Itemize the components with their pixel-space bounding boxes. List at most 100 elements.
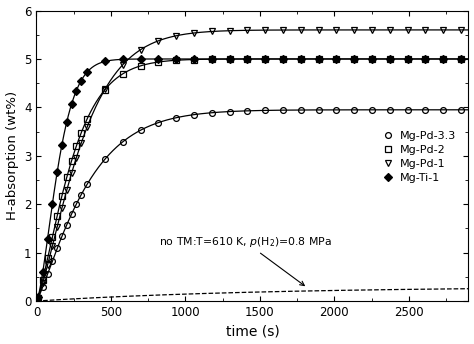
- Mg-Pd-2: [351, 57, 357, 61]
- Mg-Pd-2: [262, 57, 268, 61]
- Line: Mg-Ti-1: Mg-Ti-1: [35, 56, 464, 300]
- Mg-Pd-2: [78, 131, 84, 135]
- Mg-Pd-3.3: [316, 108, 321, 112]
- Mg-Pd-3.3: [69, 212, 74, 216]
- Mg-Pd-3.3: [59, 234, 65, 238]
- Mg-Pd-2: [120, 72, 126, 76]
- Mg-Pd-3.3: [298, 108, 304, 112]
- Mg-Pd-1: [298, 28, 304, 32]
- Mg-Pd-3.3: [262, 108, 268, 112]
- Mg-Pd-2: [209, 57, 215, 61]
- Mg-Pd-3.3: [245, 109, 250, 113]
- Mg-Pd-2: [298, 57, 304, 61]
- Mg-Pd-3.3: [137, 128, 143, 132]
- Mg-Ti-1: [422, 57, 428, 61]
- Mg-Pd-2: [55, 214, 60, 218]
- Mg-Pd-2: [422, 57, 428, 61]
- Line: Mg-Pd-3.3: Mg-Pd-3.3: [35, 107, 464, 301]
- Mg-Pd-1: [40, 281, 46, 285]
- Mg-Pd-1: [405, 28, 410, 32]
- Mg-Pd-3.3: [191, 112, 197, 117]
- Mg-Pd-1: [369, 28, 375, 32]
- Mg-Pd-3.3: [40, 285, 46, 289]
- Mg-Pd-3.3: [78, 193, 84, 197]
- Mg-Pd-3.3: [155, 120, 161, 125]
- Mg-Pd-1: [387, 28, 392, 32]
- Mg-Pd-1: [227, 29, 232, 33]
- Mg-Pd-2: [49, 235, 55, 239]
- Mg-Pd-1: [64, 188, 70, 192]
- Mg-Pd-1: [173, 34, 179, 38]
- Mg-Pd-3.3: [387, 108, 392, 112]
- Mg-Pd-1: [35, 296, 41, 300]
- Mg-Pd-3.3: [440, 108, 446, 112]
- Mg-Ti-1: [351, 57, 357, 61]
- Mg-Pd-1: [245, 28, 250, 32]
- Y-axis label: H-absorption (wt%): H-absorption (wt%): [6, 91, 18, 221]
- Mg-Ti-1: [49, 202, 55, 206]
- Mg-Pd-2: [173, 58, 179, 62]
- Text: no TM:T=610 K, $p$(H$_2$)=0.8 MPa: no TM:T=610 K, $p$(H$_2$)=0.8 MPa: [159, 235, 331, 286]
- Mg-Pd-3.3: [227, 109, 232, 114]
- Mg-Pd-2: [405, 57, 410, 61]
- Mg-Pd-2: [102, 88, 108, 92]
- Mg-Pd-2: [280, 57, 286, 61]
- Mg-Ti-1: [73, 88, 79, 93]
- Mg-Pd-2: [73, 144, 79, 148]
- Mg-Pd-2: [137, 64, 143, 68]
- Mg-Pd-2: [84, 117, 90, 121]
- Mg-Ti-1: [298, 57, 304, 61]
- Mg-Pd-3.3: [64, 223, 70, 227]
- Mg-Ti-1: [405, 57, 410, 61]
- Mg-Ti-1: [45, 236, 50, 240]
- Mg-Pd-1: [351, 28, 357, 32]
- Mg-Pd-1: [458, 28, 464, 32]
- Legend: Mg-Pd-3.3, Mg-Pd-2, Mg-Pd-1, Mg-Ti-1: Mg-Pd-3.3, Mg-Pd-2, Mg-Pd-1, Mg-Ti-1: [380, 129, 458, 185]
- Mg-Ti-1: [262, 57, 268, 61]
- Mg-Pd-1: [280, 28, 286, 32]
- Mg-Ti-1: [227, 57, 232, 61]
- Mg-Pd-3.3: [369, 108, 375, 112]
- Mg-Pd-2: [458, 57, 464, 61]
- Mg-Pd-2: [64, 175, 70, 180]
- Mg-Pd-1: [209, 30, 215, 34]
- Mg-Pd-2: [69, 159, 74, 163]
- Mg-Pd-1: [155, 39, 161, 43]
- Mg-Ti-1: [102, 60, 108, 64]
- Mg-Pd-1: [334, 28, 339, 32]
- Mg-Ti-1: [35, 295, 41, 300]
- Mg-Pd-3.3: [73, 202, 79, 206]
- Mg-Pd-2: [316, 57, 321, 61]
- Mg-Pd-2: [40, 278, 46, 282]
- Mg-Pd-2: [369, 57, 375, 61]
- Mg-Pd-2: [227, 57, 232, 61]
- Mg-Pd-2: [35, 295, 41, 300]
- Mg-Ti-1: [137, 57, 143, 61]
- Mg-Ti-1: [280, 57, 286, 61]
- Mg-Pd-2: [45, 256, 50, 260]
- Mg-Pd-3.3: [49, 259, 55, 263]
- Mg-Pd-3.3: [405, 108, 410, 112]
- Mg-Pd-1: [137, 48, 143, 52]
- Mg-Pd-1: [49, 244, 55, 248]
- Mg-Ti-1: [191, 57, 197, 61]
- Mg-Pd-1: [59, 206, 65, 210]
- Mg-Pd-1: [440, 28, 446, 32]
- Mg-Ti-1: [69, 102, 74, 106]
- Mg-Pd-1: [316, 28, 321, 32]
- Mg-Pd-2: [155, 60, 161, 64]
- Mg-Pd-1: [69, 171, 74, 175]
- Mg-Pd-1: [120, 63, 126, 67]
- Mg-Ti-1: [316, 57, 321, 61]
- Mg-Ti-1: [369, 57, 375, 61]
- Mg-Pd-2: [59, 194, 65, 198]
- Mg-Ti-1: [155, 57, 161, 61]
- X-axis label: time (s): time (s): [226, 324, 279, 338]
- Mg-Pd-3.3: [84, 182, 90, 186]
- Mg-Ti-1: [64, 120, 70, 124]
- Mg-Ti-1: [55, 170, 60, 174]
- Mg-Pd-3.3: [280, 108, 286, 112]
- Mg-Pd-2: [440, 57, 446, 61]
- Mg-Ti-1: [334, 57, 339, 61]
- Mg-Pd-3.3: [422, 108, 428, 112]
